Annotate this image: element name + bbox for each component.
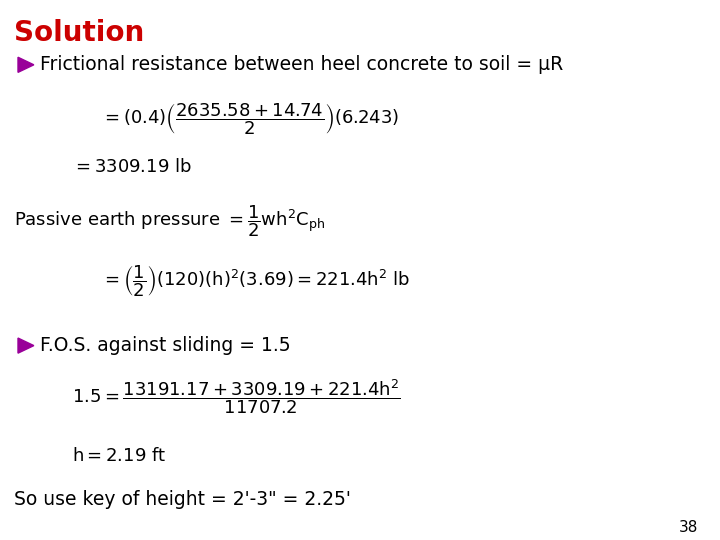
Text: $= 3309.19\ \mathrm{lb}$: $= 3309.19\ \mathrm{lb}$ [72, 158, 192, 177]
Text: F.O.S. against sliding = 1.5: F.O.S. against sliding = 1.5 [40, 336, 290, 355]
Polygon shape [18, 57, 34, 72]
Text: Frictional resistance between heel concrete to soil = μR: Frictional resistance between heel concr… [40, 55, 563, 75]
Text: $1.5 = \dfrac{13191.17 + 3309.19 + 221.4\mathrm{h}^2}{11707.2}$: $1.5 = \dfrac{13191.17 + 3309.19 + 221.4… [72, 377, 401, 416]
Text: So use key of height = 2'-3" = 2.25': So use key of height = 2'-3" = 2.25' [14, 490, 351, 509]
Text: $\mathrm{h} = 2.19\ \mathrm{ft}$: $\mathrm{h} = 2.19\ \mathrm{ft}$ [72, 447, 166, 465]
Text: Passive earth pressure $= \dfrac{1}{2}\mathrm{wh^2C_{ph}}$: Passive earth pressure $= \dfrac{1}{2}\m… [14, 204, 325, 239]
Text: 38: 38 [679, 519, 698, 535]
Text: $= \left(\dfrac{1}{2}\right)(120)(\mathrm{h})^2(3.69) = 221.4\mathrm{h}^2\ \math: $= \left(\dfrac{1}{2}\right)(120)(\mathr… [101, 263, 410, 299]
Text: $= (0.4)\left(\dfrac{2635.58 + 14.74}{2}\right)(6.243)$: $= (0.4)\left(\dfrac{2635.58 + 14.74}{2}… [101, 101, 399, 137]
Polygon shape [18, 338, 34, 353]
Text: Solution: Solution [14, 19, 145, 47]
